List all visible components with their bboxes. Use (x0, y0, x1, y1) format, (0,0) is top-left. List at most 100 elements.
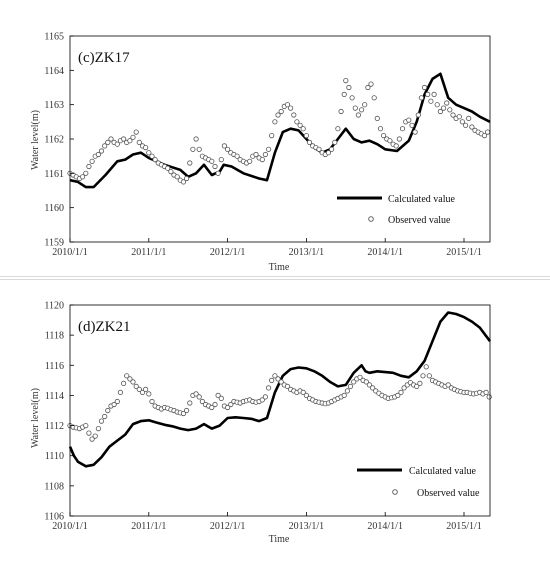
observed-point (259, 157, 265, 163)
observed-point (215, 392, 221, 399)
observed-point (466, 115, 472, 122)
observed-point (275, 112, 281, 118)
observed-point (234, 153, 240, 159)
observed-point (369, 385, 376, 391)
observed-point (184, 175, 190, 182)
observed-point (362, 102, 368, 108)
observed-point (146, 150, 152, 156)
observed-point (225, 146, 231, 152)
observed-point (284, 383, 291, 390)
observed-point (417, 380, 423, 387)
observed-point (406, 117, 412, 123)
observed-point (371, 95, 377, 101)
observed-point (102, 413, 108, 420)
y-tick-label: 1120 (44, 301, 64, 312)
x-tick-label: 2013/1/1 (289, 521, 325, 532)
observed-point (187, 160, 193, 166)
observed-point (149, 153, 155, 159)
observed-point (399, 126, 406, 132)
observed-point (143, 386, 149, 393)
y-axis-title-zk21: Water level(m) (30, 388, 41, 448)
observed-point (193, 391, 199, 397)
observed-point (262, 151, 268, 158)
observed-point (425, 91, 431, 98)
observed-point (414, 383, 420, 390)
observed-point (212, 401, 218, 408)
observed-point (343, 78, 349, 84)
observed-point (180, 410, 187, 417)
chart-svg-zk17: 1159 1160 1161 1162 1163 1164 1165 2010/1/1 2011… (30, 32, 491, 273)
observed-point (114, 398, 120, 405)
observed-point (184, 407, 190, 414)
y-tick-label: 1164 (44, 66, 64, 77)
observed-point (102, 143, 108, 149)
observed-point (412, 129, 418, 135)
observed-point (284, 102, 291, 108)
y-tick-label: 1161 (44, 169, 64, 180)
observed-point (332, 139, 338, 145)
observed-point (105, 139, 111, 145)
observed-point (209, 404, 215, 411)
observed-point (136, 386, 142, 393)
observed-point (253, 151, 259, 158)
observed-point (218, 395, 224, 402)
observed-point (431, 91, 437, 98)
observed-point (297, 122, 303, 128)
observed-point (121, 136, 127, 142)
observed-point (395, 392, 401, 399)
x-axis-title-zk17: Time (269, 262, 290, 273)
observed-point (444, 100, 450, 106)
observed-point (83, 170, 89, 176)
observed-point (306, 139, 313, 145)
observed-point (349, 95, 355, 101)
observed-point (259, 397, 265, 403)
observed-point (130, 134, 136, 140)
observed-point (174, 174, 180, 180)
observed-point (426, 373, 432, 379)
observed-point (398, 389, 404, 396)
chart-panel-zk17: 1159 1160 1161 1162 1163 1164 1165 2010/1/1 2011… (0, 0, 550, 277)
observed-point (440, 105, 447, 111)
observed-point (358, 107, 365, 113)
observed-point (366, 382, 372, 388)
observed-point (133, 383, 139, 390)
series-line-calculated-zk17 (69, 72, 491, 189)
observed-point (272, 119, 278, 125)
observed-point (445, 382, 451, 388)
x-tick-label: 2013/1/1 (289, 247, 325, 258)
observed-point (335, 126, 341, 132)
observed-point (287, 105, 294, 111)
y-tick-label: 1116 (45, 361, 64, 372)
observed-point (89, 436, 95, 442)
plot-frame (69, 304, 491, 517)
observed-point (165, 165, 171, 171)
x-tick-label: 2011/1/1 (131, 521, 166, 532)
observed-point (352, 105, 358, 111)
observed-point (481, 133, 488, 139)
observed-point (275, 376, 281, 382)
chart-marks-zk21 (67, 311, 492, 468)
x-tick-label: 2014/1/1 (367, 521, 403, 532)
observed-point (303, 133, 309, 139)
observed-point (393, 143, 399, 149)
legend-calculated-label: Calculated value (388, 194, 455, 205)
observed-point (363, 379, 369, 385)
observed-point (199, 398, 205, 405)
observed-point (278, 108, 284, 115)
observed-point (247, 158, 253, 164)
observed-point (190, 146, 196, 152)
x-tick-label: 2011/1/1 (131, 247, 166, 258)
observed-point (377, 126, 384, 132)
legend-observed-label: Observed value (388, 215, 451, 226)
y-tick-label: 1110 (45, 451, 64, 462)
observed-point (108, 136, 114, 142)
observed-point (486, 394, 492, 400)
observed-point (469, 124, 475, 130)
series-line-calculated-zk21 (68, 311, 492, 468)
observed-point (218, 157, 224, 163)
observed-point (415, 112, 421, 118)
x-tick-label: 2015/1/1 (446, 521, 482, 532)
x-tick-label: 2014/1/1 (367, 247, 403, 258)
observed-point (401, 385, 407, 391)
observed-point (325, 150, 332, 156)
